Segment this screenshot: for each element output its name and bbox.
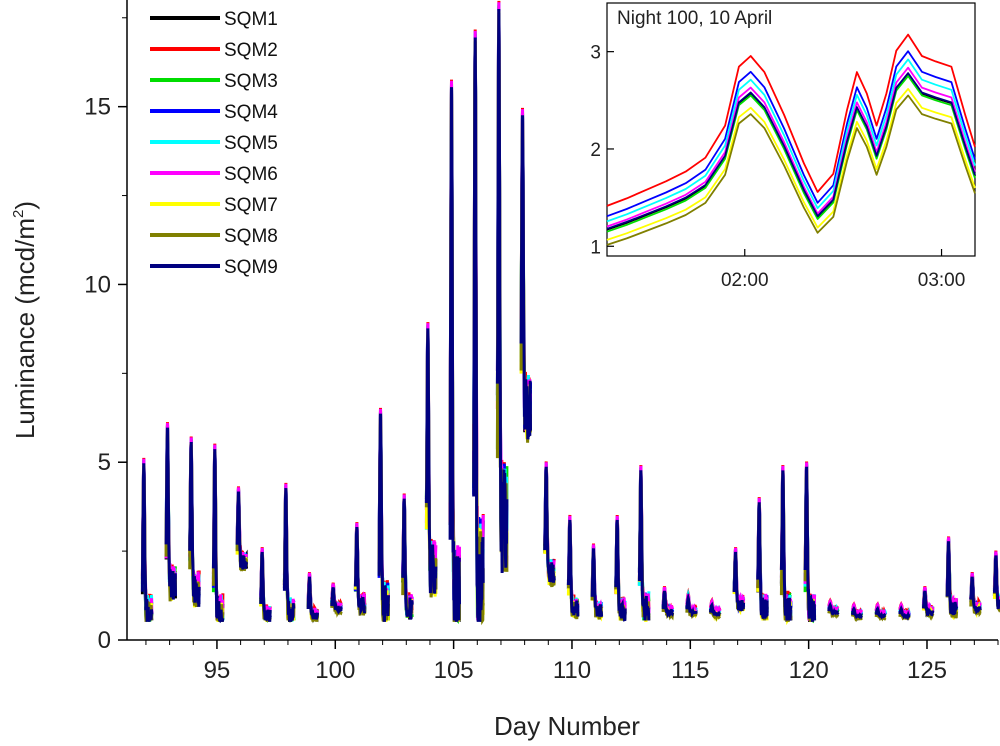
inset-plot: 02:00 03:00 1 2 3 Night 100, 10 April	[590, 2, 976, 291]
y-tick-label: 15	[84, 94, 111, 121]
inset-series-line-sqm9	[606, 72, 976, 230]
y-tick-label: 0	[98, 627, 111, 654]
inset-series-line-sqm8	[606, 94, 976, 246]
legend-label-sqm7: SQM7	[224, 195, 278, 216]
y-axis-label: Luminance (mcd/m2)	[10, 201, 40, 439]
inset-series-line-sqm3	[606, 75, 976, 233]
inset-series-line-sqm5	[606, 58, 976, 223]
series-line-sqm9	[140, 8, 1000, 624]
legend-label-sqm4: SQM4	[224, 102, 278, 123]
y-axis-label-main: Luminance (mcd/m	[10, 218, 40, 439]
x-axis-label: Day Number	[494, 711, 640, 741]
x-tick-label: 125	[907, 657, 947, 684]
inset-y-tick-label: 2	[590, 140, 601, 161]
inset-x-tick-label: 03:00	[918, 270, 966, 291]
main-plot: 95 100 105 110 115 120 125 0 5 10 15 Day Number L…	[10, 0, 1000, 741]
legend-label-sqm1: SQM1	[224, 9, 278, 30]
inset-y-tick-label: 3	[590, 43, 601, 64]
inset-series-line-sqm4	[606, 50, 976, 218]
legend-label-sqm6: SQM6	[224, 164, 278, 185]
x-tick-label: 100	[315, 657, 355, 684]
inset-series-line-sqm6	[606, 66, 976, 228]
y-axis-label-close: )	[10, 201, 40, 210]
inset-x-ticks: 02:00 03:00	[721, 249, 965, 291]
legend: SQM1 SQM2 SQM3 SQM4 SQM5 SQM6 SQM7 SQM8 SQM9	[150, 9, 278, 278]
inset-series-line-sqm2	[606, 33, 976, 207]
inset-series-line-sqm7	[606, 88, 976, 241]
main-series-group	[140, 0, 1000, 626]
legend-label-sqm9: SQM9	[224, 257, 278, 278]
legend-label-sqm8: SQM8	[224, 226, 278, 247]
main-x-ticks: 95 100 105 110 115 120 125	[145, 640, 999, 684]
y-tick-label: 5	[98, 449, 111, 476]
x-tick-label: 120	[789, 657, 829, 684]
x-tick-label: 95	[204, 657, 231, 684]
inset-series-group	[606, 33, 976, 246]
legend-label-sqm5: SQM5	[224, 133, 278, 154]
x-tick-label: 110	[553, 657, 591, 684]
inset-y-tick-label: 1	[590, 237, 601, 258]
y-tick-label: 10	[84, 271, 111, 298]
legend-label-sqm2: SQM2	[224, 40, 278, 61]
inset-y-ticks: 1 2 3	[590, 43, 614, 258]
y-axis-label-sup: 2	[10, 210, 27, 218]
inset-title: Night 100, 10 April	[617, 8, 772, 29]
x-tick-label: 105	[434, 657, 474, 684]
legend-label-sqm3: SQM3	[224, 71, 278, 92]
inset-x-tick-label: 02:00	[721, 270, 769, 291]
x-tick-label: 115	[671, 657, 709, 684]
main-y-ticks: 0 5 10 15	[84, 17, 127, 654]
